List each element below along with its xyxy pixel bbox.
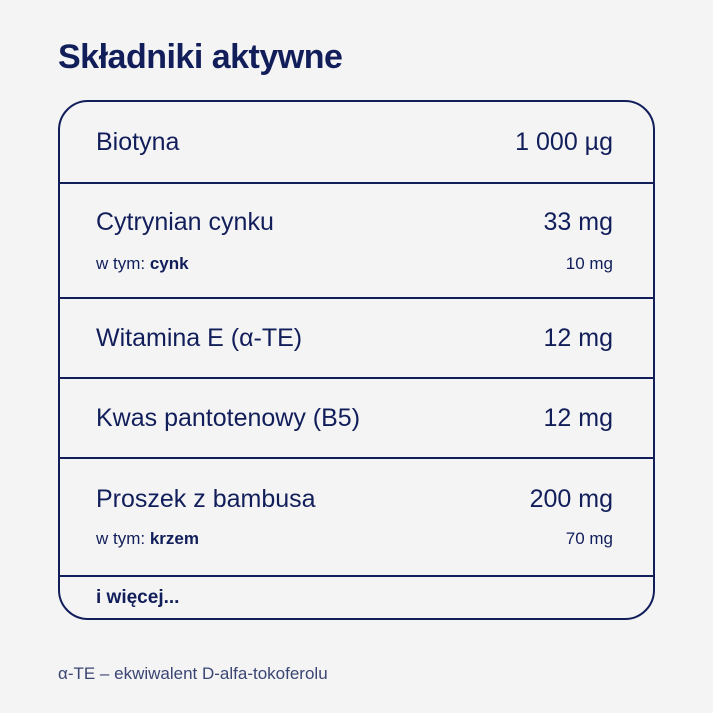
table-row: Cytrynian cynku 33 mg w tym: cynk 10 mg [60, 184, 653, 299]
sub-ingredient-amount: 10 mg [565, 254, 613, 273]
page-title: Składniki aktywne [58, 38, 343, 76]
ingredient-name: Witamina E (α-TE) [96, 324, 303, 352]
ingredient-amount: 12 mg [543, 324, 613, 352]
ingredient-name: Kwas pantotenowy (B5) [96, 404, 361, 432]
table-row: Witamina E (α-TE) 12 mg [60, 299, 653, 379]
ingredient-name: Proszek z bambusa [96, 485, 316, 513]
sub-ingredient-amount: 70 mg [565, 529, 613, 548]
table-row-more: i więcej... [60, 577, 653, 618]
sub-ingredient: w tym: krzem [96, 529, 199, 548]
ingredient-name: Biotyna [96, 128, 180, 156]
ingredient-amount: 33 mg [543, 208, 613, 236]
table-row: Proszek z bambusa 200 mg w tym: krzem 70… [60, 459, 653, 577]
ingredients-table: Biotyna 1 000 µg Cytrynian cynku 33 mg w… [58, 100, 655, 620]
ingredient-amount: 1 000 µg [515, 128, 613, 156]
sub-ingredient: w tym: cynk [96, 254, 189, 273]
footnote: α-TE – ekwiwalent D-alfa-tokoferolu [58, 664, 328, 683]
table-row: Kwas pantotenowy (B5) 12 mg [60, 379, 653, 459]
ingredient-name: Cytrynian cynku [96, 208, 274, 236]
more-text: i więcej... [96, 587, 180, 608]
table-row: Biotyna 1 000 µg [60, 102, 653, 184]
ingredient-amount: 12 mg [543, 404, 613, 432]
ingredient-amount: 200 mg [529, 485, 613, 513]
